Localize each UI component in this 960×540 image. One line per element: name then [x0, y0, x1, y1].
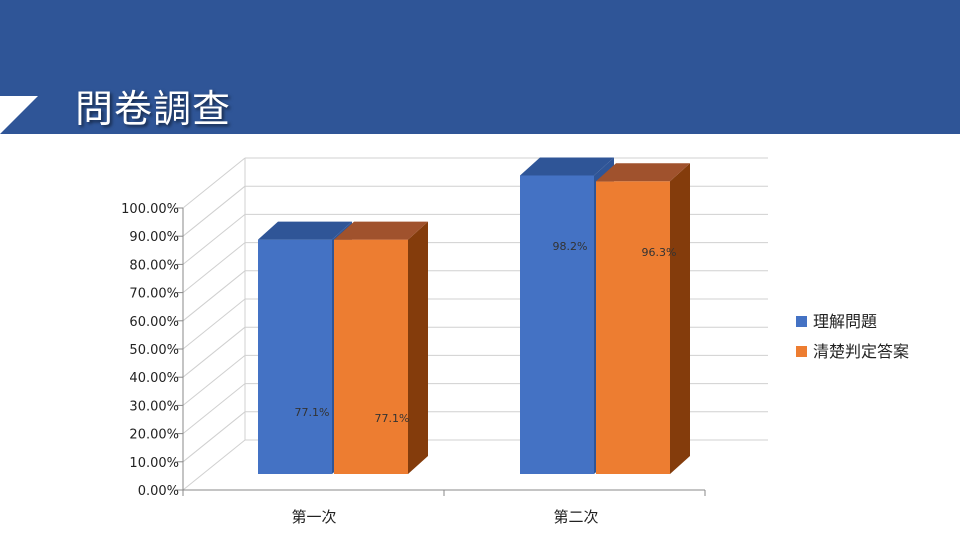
- gridline-side: [182, 326, 246, 378]
- category-label: 第二次: [553, 508, 598, 526]
- gridline-side: [182, 383, 246, 434]
- legend-swatch: [796, 346, 807, 357]
- legend-swatch: [796, 316, 807, 327]
- gridline-side: [182, 242, 246, 293]
- bar: [334, 239, 408, 474]
- gridline-side: [182, 355, 246, 406]
- bar: [596, 181, 670, 475]
- y-tick-label: 20.00%: [129, 428, 179, 443]
- bar-side: [408, 221, 428, 474]
- y-tick-label: 90.00%: [129, 230, 179, 245]
- y-tick-label: 40.00%: [129, 371, 179, 386]
- gridline-side: [182, 270, 246, 322]
- data-label: 77.1%: [375, 412, 410, 425]
- y-tick-label: 100.00%: [121, 202, 179, 217]
- bar-top: [334, 221, 428, 240]
- gridline-side: [182, 439, 246, 491]
- y-tick-label: 80.00%: [129, 258, 179, 273]
- gridline-side: [182, 411, 246, 463]
- bar: [258, 239, 332, 474]
- category-label: 第一次: [291, 508, 336, 526]
- y-tick-label: 50.00%: [129, 343, 179, 358]
- legend-label: 清楚判定答案: [813, 342, 909, 361]
- gridline-side: [182, 298, 246, 350]
- bar-top: [520, 157, 614, 176]
- chart-axes: [177, 207, 706, 496]
- y-tick-label: 0.00%: [138, 484, 179, 499]
- slide-title: 問卷調查: [75, 87, 232, 131]
- bar-side: [670, 163, 690, 475]
- gridline-side: [182, 214, 246, 265]
- data-label: 98.2%: [553, 240, 588, 253]
- gridline-side: [182, 157, 246, 209]
- data-labels: 77.1% 77.1% 98.2% 96.3%: [295, 240, 677, 425]
- x-axis-category-labels: 第一次 第二次: [291, 508, 598, 526]
- data-label: 77.1%: [295, 406, 330, 419]
- chart-bars: [258, 157, 690, 475]
- title-banner: [0, 0, 960, 134]
- y-tick-label: 60.00%: [129, 315, 179, 330]
- y-tick-label: 30.00%: [129, 399, 179, 414]
- gridline-side: [182, 185, 246, 237]
- y-tick-label: 10.00%: [129, 456, 179, 471]
- y-axis-tick-labels: 0.00% 10.00% 20.00% 30.00% 40.00% 50.00% 60.00…: [121, 202, 179, 499]
- bar: [520, 175, 594, 475]
- y-tick-label: 70.00%: [129, 287, 179, 302]
- bar-top: [258, 221, 352, 240]
- banner-corner-cut: [0, 96, 38, 134]
- data-label: 96.3%: [642, 246, 677, 259]
- bar-top: [596, 163, 690, 182]
- legend-label: 理解問題: [813, 312, 877, 331]
